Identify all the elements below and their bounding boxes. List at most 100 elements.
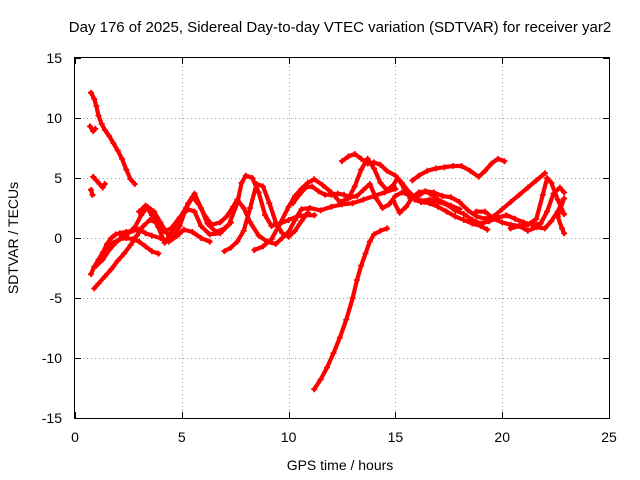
data-point-marker (277, 220, 284, 227)
data-point-marker (319, 182, 326, 189)
data-point-marker (127, 176, 134, 183)
data-point-marker (127, 242, 134, 249)
data-point-marker (238, 179, 245, 186)
data-point-marker (140, 223, 147, 229)
data-point-marker (180, 208, 187, 215)
data-point-marker (349, 295, 356, 301)
data-point-marker (292, 227, 299, 234)
data-series (86, 89, 568, 393)
data-point-marker (556, 184, 563, 191)
data-point-marker (96, 181, 103, 187)
data-point-marker (176, 223, 183, 229)
data-point-marker (334, 190, 341, 197)
data-point-marker (191, 190, 198, 197)
data-point-marker (428, 191, 435, 198)
data-point-marker (366, 238, 373, 245)
data-point-marker (191, 208, 198, 215)
data-point-marker (198, 235, 205, 241)
data-point-marker (311, 176, 318, 183)
data-point-marker (116, 236, 123, 243)
data-point-marker (503, 212, 510, 219)
data-point-marker (204, 220, 211, 227)
data-point-marker (460, 217, 467, 223)
data-point-marker (272, 241, 279, 247)
x-tick-label: 15 (388, 429, 404, 445)
data-point-marker (221, 225, 228, 232)
data-point-marker (371, 165, 378, 172)
data-point-marker (234, 196, 241, 203)
data-point-marker (99, 184, 106, 191)
data-point-marker (377, 161, 384, 168)
data-point-marker (116, 230, 123, 237)
data-point-marker (458, 163, 465, 169)
data-point-marker (155, 250, 162, 257)
data-point-marker (91, 285, 98, 292)
data-point-marker (415, 172, 422, 179)
data-point-marker (548, 179, 555, 186)
data-point-marker (490, 215, 497, 222)
data-point-marker (559, 225, 566, 232)
data-point-marker (533, 224, 540, 231)
data-point-marker (170, 235, 177, 241)
data-point-marker (206, 231, 213, 238)
data-point-marker (151, 208, 158, 215)
data-point-marker (272, 219, 279, 226)
data-point-marker (390, 197, 397, 204)
data-point-marker (88, 89, 95, 96)
data-point-marker (285, 203, 292, 210)
series-pass-10 (221, 181, 311, 255)
axis-ticks: 0 5 10 15 20 25 -15 -10 -5 0 5 10 15 (42, 50, 617, 445)
data-point-marker (501, 158, 508, 165)
data-point-marker (123, 166, 130, 173)
data-point-marker (488, 160, 495, 167)
data-point-marker (101, 127, 108, 133)
data-point-marker (255, 232, 262, 239)
data-point-marker (268, 236, 275, 243)
y-tick-label: -10 (42, 350, 62, 366)
data-point-marker (482, 167, 489, 174)
data-point-marker (98, 121, 105, 127)
data-point-marker (223, 213, 230, 220)
data-point-marker (240, 227, 247, 234)
data-point-marker (360, 196, 367, 203)
data-point-marker (539, 191, 546, 198)
y-tick-label: 10 (46, 110, 62, 126)
series-pass-16 (409, 156, 508, 184)
data-point-marker (251, 247, 258, 253)
data-point-marker (285, 233, 292, 240)
data-point-marker (486, 218, 493, 225)
data-point-marker (443, 201, 450, 208)
data-point-marker (377, 179, 384, 186)
plot-frame (74, 57, 610, 419)
data-point-marker (234, 238, 241, 245)
data-point-marker (221, 248, 228, 255)
data-point-marker (262, 212, 269, 219)
data-point-marker (371, 231, 378, 238)
data-point-marker (112, 231, 119, 238)
data-point-marker (328, 203, 335, 210)
data-point-marker (533, 215, 540, 222)
data-point-marker (110, 239, 117, 246)
data-point-marker (351, 151, 358, 157)
data-point-marker (240, 205, 247, 211)
data-point-marker (409, 194, 416, 201)
data-point-marker (424, 167, 431, 174)
data-point-marker (315, 188, 322, 195)
data-point-marker (415, 189, 422, 196)
data-point-marker (304, 179, 311, 186)
data-point-marker (475, 173, 482, 180)
y-tick-label: -15 (42, 410, 62, 426)
data-point-marker (148, 212, 155, 219)
data-point-marker (321, 191, 328, 198)
data-point-marker (317, 207, 324, 214)
data-point-marker (452, 213, 459, 220)
data-point-marker (364, 160, 371, 167)
data-point-marker (482, 208, 489, 215)
data-point-marker (409, 177, 416, 184)
data-point-marker (285, 217, 292, 223)
data-point-marker (345, 153, 352, 160)
data-point-marker (561, 230, 568, 237)
data-point-marker (398, 179, 405, 186)
data-point-marker (358, 166, 365, 173)
data-point-marker (360, 187, 367, 193)
